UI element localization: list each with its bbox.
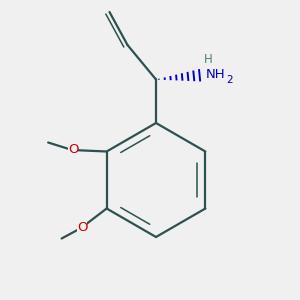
- Text: O: O: [77, 220, 87, 234]
- Text: H: H: [204, 53, 213, 66]
- Text: 2: 2: [226, 75, 232, 85]
- Text: NH: NH: [206, 68, 225, 81]
- Text: O: O: [68, 142, 78, 156]
